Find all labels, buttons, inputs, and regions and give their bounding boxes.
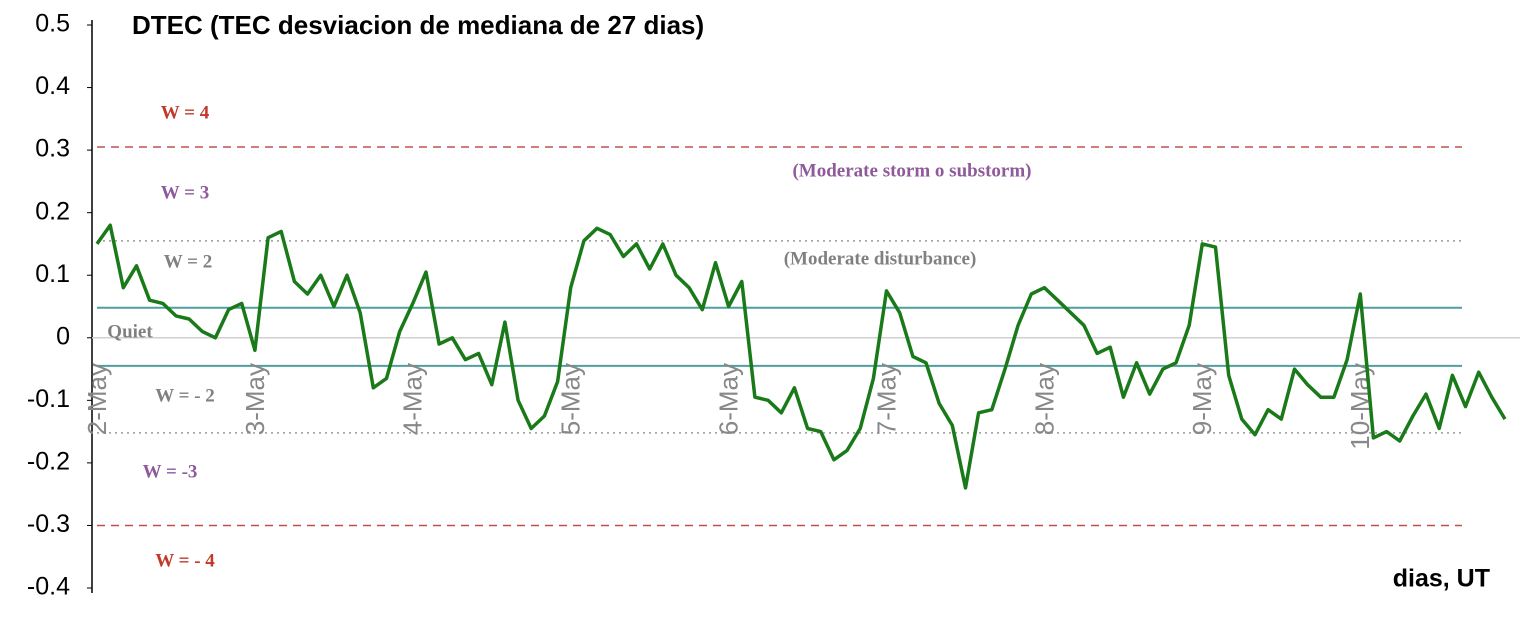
y-tick-label: 0 [56, 322, 70, 350]
x-tick-label: 7-May [871, 363, 901, 435]
annotation: W = - 4 [155, 550, 215, 571]
y-tick-label: 0.1 [35, 260, 70, 288]
y-tick-label: -0.3 [27, 510, 70, 538]
y-tick-label: -0.1 [27, 385, 70, 413]
y-tick-label: 0.2 [35, 197, 70, 225]
data-line [95, 223, 1507, 490]
annotation: W = 3 [161, 182, 209, 203]
annotation: W = 2 [164, 251, 212, 272]
annotation: W = - 2 [155, 385, 215, 406]
y-tick-label: 0.5 [35, 10, 70, 38]
x-tick-label: 2-May [82, 363, 112, 435]
y-tick-label: -0.2 [27, 447, 70, 475]
annotation: W = -3 [143, 461, 198, 482]
annotation: (Moderate disturbance) [784, 248, 977, 269]
y-tick-label: -0.4 [27, 573, 70, 601]
annotation: (Moderate storm o substorm) [792, 160, 1031, 181]
annotation: W = 4 [161, 102, 210, 123]
x-tick-label: 6-May [714, 363, 744, 435]
chart-title: DTEC (TEC desviacion de mediana de 27 di… [132, 10, 704, 40]
x-tick-label: 3-May [240, 363, 270, 435]
x-tick-label: 9-May [1187, 363, 1217, 435]
x-tick-label: 5-May [556, 363, 586, 435]
annotation: Quiet [107, 321, 153, 342]
y-tick-label: 0.4 [35, 72, 70, 100]
y-tick-label: 0.3 [35, 135, 70, 163]
x-axis-label: dias, UT [1393, 565, 1490, 593]
x-tick-label: 8-May [1029, 363, 1059, 435]
x-tick-label: 4-May [398, 363, 428, 435]
